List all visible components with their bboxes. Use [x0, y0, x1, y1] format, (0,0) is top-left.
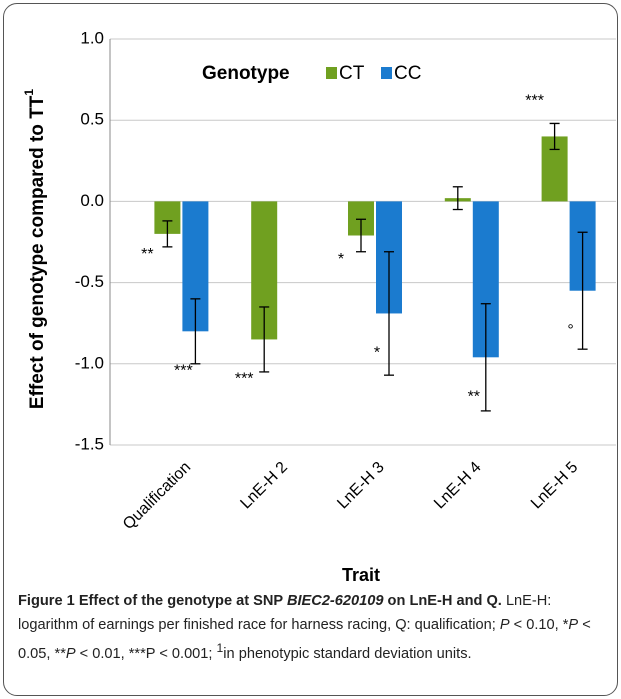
significance-label: ° — [567, 322, 573, 339]
caption-body-part: LnE-H: logarithm of earnings per finishe… — [18, 593, 552, 633]
figure-frame: Effect of genotype compared to TT1 Trait… — [3, 3, 618, 696]
caption-body-part: in phenotypic standard deviation units. — [223, 645, 472, 662]
caption-title: Figure 1 Effect of the genotype at SNP B… — [18, 590, 614, 666]
significance-label: *** — [235, 371, 254, 388]
caption-body-part: 1 — [216, 641, 224, 655]
y-axis-label: Effect of genotype compared to TT1 — [22, 89, 48, 410]
significance-label: * — [338, 251, 344, 268]
caption-title-part: BIEC2-620109 — [286, 593, 384, 609]
x-tick-label: LnE-H 3 — [334, 459, 388, 513]
y-tick-label: -0.5 — [75, 272, 104, 291]
y-tick-label: -1.0 — [75, 353, 104, 372]
y-tick-label: 1.0 — [80, 28, 104, 47]
y-axis-label-sup: 1 — [22, 89, 36, 96]
legend-swatch — [326, 67, 337, 79]
y-tick-label: -1.5 — [75, 434, 104, 453]
caption-body-part: < 0.05, ** — [18, 616, 591, 662]
x-tick-label: Qualification — [120, 459, 194, 533]
caption-title-part: Figure 1 Effect of the genotype at SNP — [18, 593, 287, 609]
x-tick-label: LnE-H 5 — [528, 459, 582, 513]
legend-label: CT — [339, 63, 365, 84]
chart: Effect of genotype compared to TT1 Trait… — [22, 28, 616, 585]
caption-body-part: < 0.01, ***P < 0.001; — [75, 645, 217, 662]
caption-body-part: P — [568, 616, 579, 633]
significance-label: ** — [141, 246, 153, 263]
y-tick-label: 0.5 — [80, 110, 104, 129]
caption: Figure 1 Effect of the genotype at SNP B… — [18, 590, 614, 666]
caption-title-part: on LnE-H and Q. — [383, 593, 502, 609]
caption-body-part: < 0.10, * — [509, 616, 569, 633]
x-tick-label: LnE-H 4 — [431, 459, 485, 513]
x-tick-label: LnE-H 2 — [237, 459, 291, 513]
significance-label: *** — [174, 363, 193, 380]
x-axis-label: Trait — [342, 565, 380, 585]
significance-label: * — [374, 345, 380, 362]
y-axis-label-text: Effect of genotype compared to TT — [27, 95, 48, 409]
caption-body-part: P — [65, 645, 76, 662]
legend-title: Genotype — [202, 63, 290, 84]
legend-swatch — [381, 67, 392, 79]
significance-label: ** — [468, 389, 480, 406]
significance-label: *** — [525, 93, 544, 110]
caption-body-part: P — [499, 616, 510, 633]
y-tick-label: 0.0 — [80, 191, 104, 210]
legend-label: CC — [394, 63, 421, 84]
